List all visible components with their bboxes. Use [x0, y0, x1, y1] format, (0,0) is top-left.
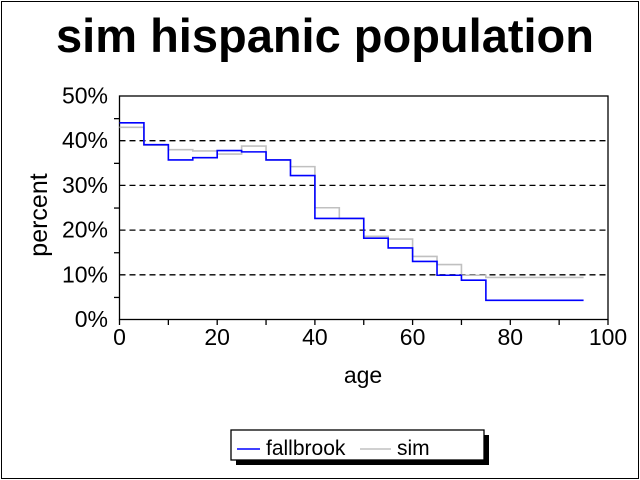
svg-text:20: 20 [204, 324, 230, 350]
svg-text:10%: 10% [62, 261, 108, 287]
svg-text:sim: sim [397, 437, 430, 460]
svg-text:percent: percent [25, 173, 53, 256]
svg-text:80: 80 [498, 324, 524, 350]
svg-text:50%: 50% [62, 83, 108, 109]
svg-text:20%: 20% [62, 217, 108, 243]
svg-text:0: 0 [113, 324, 126, 350]
svg-text:age: age [344, 362, 382, 388]
svg-text:40: 40 [302, 324, 328, 350]
svg-text:60: 60 [400, 324, 426, 350]
svg-text:0%: 0% [75, 306, 108, 332]
svg-text:30%: 30% [62, 172, 108, 198]
svg-text:40%: 40% [62, 127, 108, 153]
svg-text:100: 100 [589, 324, 627, 350]
svg-text:fallbrook: fallbrook [266, 437, 346, 460]
